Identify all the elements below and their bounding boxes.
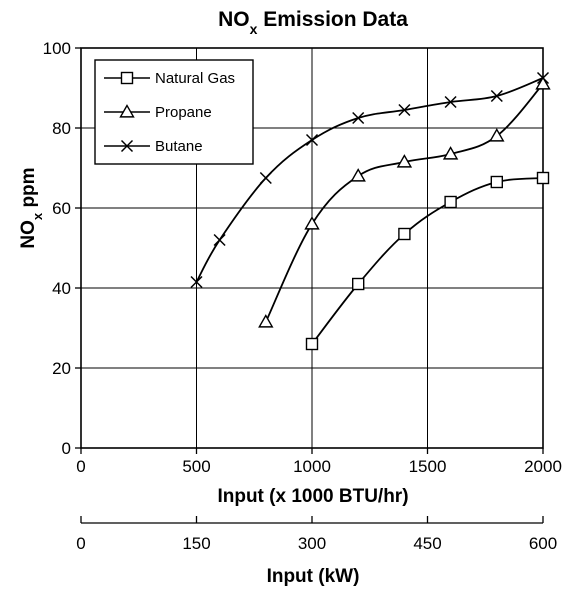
chart-title: NOx Emission Data bbox=[218, 8, 408, 37]
x-marker-stroke bbox=[444, 95, 457, 109]
data-point-butane bbox=[444, 95, 457, 109]
data-point-propane bbox=[535, 76, 551, 90]
y-tick-label: 0 bbox=[62, 439, 71, 458]
secondary-tick-label: 0 bbox=[76, 534, 85, 553]
x-marker-stroke bbox=[120, 139, 134, 153]
data-point-propane bbox=[396, 154, 413, 168]
y-axis-title: NOx ppm bbox=[18, 167, 45, 248]
x-marker-stroke bbox=[305, 133, 319, 147]
x-tick-label: 1000 bbox=[293, 457, 331, 476]
data-point-butane bbox=[490, 89, 503, 103]
series-butane bbox=[190, 71, 550, 289]
data-point-natural-gas bbox=[536, 171, 550, 185]
y-tick-label: 20 bbox=[52, 359, 71, 378]
legend-item-propane: Propane bbox=[104, 104, 212, 121]
data-point-propane bbox=[350, 168, 366, 182]
legend-marker-propane bbox=[119, 104, 135, 118]
x-marker-stroke bbox=[259, 171, 272, 185]
series-natural-gas bbox=[305, 171, 550, 351]
x-tick-label: 0 bbox=[76, 457, 85, 476]
secondary-axis-title: Input (kW) bbox=[267, 566, 360, 587]
secondary-tick-label: 300 bbox=[298, 534, 326, 553]
data-point-propane bbox=[489, 128, 505, 142]
legend-label: Propane bbox=[155, 104, 212, 121]
y-tick-label: 60 bbox=[52, 199, 71, 218]
x-marker-stroke bbox=[398, 103, 411, 117]
x-tick-label: 2000 bbox=[524, 457, 562, 476]
x-marker-stroke bbox=[352, 111, 365, 125]
x-marker-stroke bbox=[190, 275, 203, 289]
data-point-propane bbox=[304, 216, 320, 230]
x-marker-stroke bbox=[213, 233, 226, 247]
x-marker-stroke bbox=[490, 89, 503, 103]
x-axis-title: Input (x 1000 BTU/hr) bbox=[217, 486, 408, 507]
legend-marker-butane bbox=[120, 139, 134, 153]
legend-marker-natural-gas bbox=[120, 71, 134, 85]
legend-item-butane: Butane bbox=[104, 138, 203, 155]
x-marker-stroke bbox=[536, 71, 550, 85]
data-point-butane bbox=[305, 133, 319, 147]
series-layer bbox=[190, 71, 551, 351]
data-point-natural-gas bbox=[490, 175, 503, 189]
x-tick-label: 1500 bbox=[409, 457, 447, 476]
secondary-tick-label: 150 bbox=[182, 534, 210, 553]
legend-item-natural-gas: Natural Gas bbox=[104, 70, 235, 87]
data-point-butane bbox=[213, 233, 226, 247]
secondary-tick-label: 600 bbox=[529, 534, 557, 553]
y-tick-label: 80 bbox=[52, 119, 71, 138]
legend-label: Butane bbox=[155, 138, 203, 155]
y-tick-label: 40 bbox=[52, 279, 71, 298]
data-point-butane bbox=[536, 71, 550, 85]
data-point-natural-gas bbox=[444, 195, 457, 209]
secondary-tick-label: 450 bbox=[413, 534, 441, 553]
series-propane bbox=[258, 76, 551, 328]
data-point-natural-gas bbox=[398, 227, 411, 241]
y-tick-label: 100 bbox=[43, 39, 71, 58]
data-point-butane bbox=[398, 103, 411, 117]
data-point-natural-gas bbox=[305, 337, 319, 351]
data-point-propane bbox=[442, 146, 459, 160]
legend-label: Natural Gas bbox=[155, 70, 235, 87]
legend: Natural Gas Propane Butane bbox=[94, 59, 254, 165]
data-point-propane bbox=[258, 314, 274, 328]
data-point-natural-gas bbox=[352, 277, 365, 291]
data-point-butane bbox=[190, 275, 203, 289]
data-point-butane bbox=[352, 111, 365, 125]
x-tick-label: 500 bbox=[182, 457, 210, 476]
series-line-propane bbox=[264, 83, 544, 323]
data-point-butane bbox=[259, 171, 272, 185]
